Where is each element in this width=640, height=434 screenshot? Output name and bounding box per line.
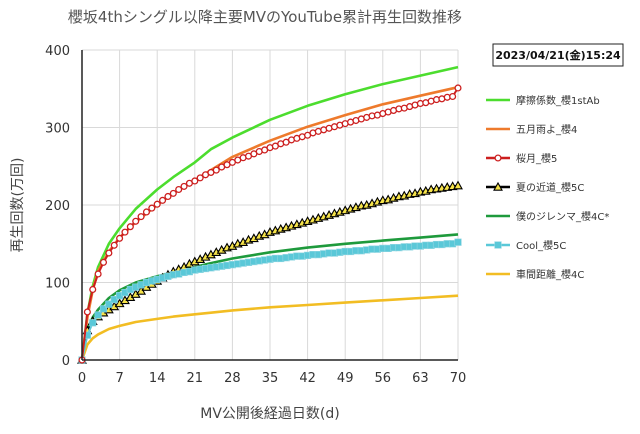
- gridlines: [82, 49, 459, 360]
- x-tick-label: 42: [299, 371, 316, 386]
- marker-circle: [142, 208, 151, 216]
- marker-triangle: [453, 180, 463, 190]
- legend-label: Cool_櫻5C: [516, 239, 566, 252]
- legend-item: 桜月_櫻5: [486, 152, 557, 165]
- legend-item: 僕のジレンマ_櫻4C*: [486, 210, 609, 223]
- chart-title: 櫻坂4thシングル以降主要MVのYouTube累計再生回数推移: [68, 8, 462, 26]
- legend-item: 車間距離_櫻4C: [486, 268, 584, 281]
- legend-label: 摩擦係数_櫻1stAb: [516, 94, 600, 107]
- legend: 摩擦係数_櫻1stAb 五月雨よ_櫻4 桜月_櫻5 夏の近道_櫻5C 僕のジレンマ_櫻4…: [486, 94, 609, 281]
- marker-circle: [494, 154, 502, 162]
- timestamp-frame: [492, 43, 624, 67]
- series-3: [78, 84, 462, 364]
- marker-square: [89, 319, 97, 327]
- legend-label: 僕のジレンマ_櫻4C*: [516, 210, 609, 223]
- marker-circle: [148, 204, 156, 212]
- x-tick-label: 21: [187, 371, 204, 386]
- x-tick-label: 28: [224, 371, 241, 386]
- marker-circle: [137, 213, 145, 221]
- legend-label: 桜月_櫻5: [516, 152, 557, 165]
- marker-circle: [110, 241, 118, 249]
- y-tick-label: 200: [45, 199, 70, 214]
- marker-circle: [121, 228, 129, 236]
- marker-square: [454, 238, 462, 246]
- marker-circle: [191, 177, 199, 185]
- timestamp-box: 2023/04/21(金)15:24: [492, 43, 624, 67]
- legend-item: 摩擦係数_櫻1stAb: [486, 94, 600, 107]
- marker-triangle: [493, 181, 503, 191]
- marker-circle: [175, 185, 183, 194]
- y-tick-label: 300: [45, 122, 70, 137]
- marker-circle: [132, 217, 140, 225]
- marker-square: [99, 305, 108, 313]
- marker-square: [105, 300, 113, 308]
- marker-circle: [94, 270, 102, 278]
- timestamp-text: 2023/04/21(金)15:24: [495, 48, 621, 62]
- axes: [81, 50, 458, 361]
- marker-circle: [99, 258, 108, 266]
- x-axis-label: MV公開後経過日数(d): [200, 406, 339, 422]
- marker-circle: [105, 249, 113, 257]
- x-tick-label: 56: [375, 371, 392, 386]
- y-tick-label: 0: [62, 354, 70, 369]
- legend-label: 夏の近道_櫻5C: [516, 181, 584, 194]
- marker-circle: [153, 200, 161, 208]
- marker-circle: [196, 174, 204, 182]
- legend-item: 五月雨よ_櫻4: [486, 123, 577, 136]
- legend-label: 車間距離_櫻4C: [516, 268, 584, 281]
- legend-item: 夏の近道_櫻5C: [486, 181, 584, 194]
- marker-circle: [83, 308, 91, 316]
- x-tick-label: 0: [78, 371, 86, 386]
- x-tick-label: 14: [149, 371, 166, 386]
- y-tick-label: 100: [45, 277, 70, 292]
- marker-square: [110, 295, 118, 304]
- marker-square: [94, 311, 102, 319]
- marker-circle: [212, 166, 220, 174]
- x-tick-label: 70: [450, 371, 467, 386]
- y-tick-label: 400: [45, 44, 70, 59]
- marker-square: [494, 241, 502, 249]
- series-6: [78, 238, 462, 364]
- tick-labels: 0 100 200 300 400 0 7 14 21 28 35 42 49 56 63 70: [45, 44, 466, 386]
- x-tick-label: 7: [115, 371, 123, 386]
- y-axis-label: 再生回数(万回): [10, 158, 26, 253]
- series-layer: [77, 65, 463, 364]
- marker-circle: [126, 223, 134, 231]
- marker-circle: [116, 234, 124, 242]
- marker-circle: [164, 192, 172, 201]
- x-tick-label: 49: [337, 371, 354, 386]
- marker-circle: [180, 182, 188, 190]
- x-tick-label: 35: [262, 371, 279, 386]
- series-7: [80, 294, 459, 361]
- legend-label: 五月雨よ_櫻4: [516, 123, 577, 136]
- marker-circle: [159, 196, 167, 204]
- marker-circle: [89, 285, 97, 294]
- series-line: [80, 294, 459, 361]
- marker-circle: [449, 92, 457, 101]
- x-tick-label: 63: [412, 371, 429, 386]
- legend-item: Cool_櫻5C: [486, 239, 566, 252]
- marker-circle: [169, 189, 177, 197]
- marker-circle: [454, 84, 462, 92]
